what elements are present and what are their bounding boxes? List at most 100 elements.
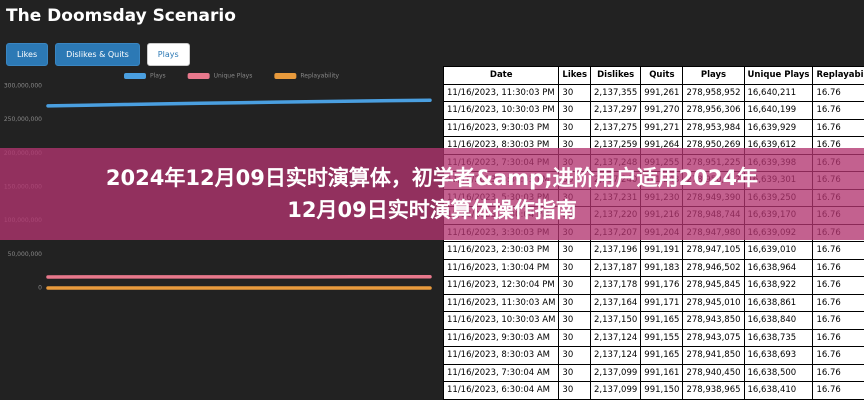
y-tick-label: 250,000,000 [4,116,42,123]
dashboard-title: The Doomsday Scenario [6,6,236,26]
table-cell: 991,271 [640,118,684,137]
table-cell: 16,639,010 [743,241,814,260]
table-row: 11/16/2023, 11:30:03 PM 30 2,137,355 991,26… [442,83,864,102]
table-row: 11/16/2023, 1:30:04 PM 30 2,137,187 991,183… [442,258,864,277]
table-cell: 16.76 [812,276,864,295]
legend-swatch [187,73,210,79]
table-cell: 16,638,693 [743,346,814,365]
table-cell: 2,137,124 [590,328,642,347]
legend-swatch [124,73,146,79]
table-cell: 278,941,850 [682,346,745,365]
table-cell: 991,165 [640,311,684,330]
legend-swatch [274,73,297,79]
column-header: Likes [558,66,592,85]
legend-label: Plays [150,73,166,80]
table-row: 11/16/2023, 8:30:03 AM 30 2,137,124 991,165… [442,346,864,365]
table-cell: 278,956,306 [682,101,745,120]
table-cell: 30 [558,328,592,347]
table-cell: 16,640,211 [743,83,814,102]
table-cell: 16,638,861 [743,293,814,312]
table-cell: 2,137,099 [590,381,642,400]
data-line [46,98,432,108]
table-cell: 16.76 [812,293,864,312]
table-cell: 30 [558,276,592,295]
table-cell: 2,137,164 [590,293,642,312]
table-cell: 278,943,075 [682,328,745,347]
table-row: 11/16/2023, 12:30:04 PM 30 2,137,178 991,17… [442,276,864,295]
table-cell: 16,638,840 [743,311,814,330]
table-cell: 11/16/2023, 8:30:03 AM [442,346,560,365]
table-row: 11/16/2023, 10:30:03 AM 30 2,137,150 991,16… [442,311,864,330]
table-cell: 11/16/2023, 12:30:04 PM [442,276,560,295]
table-row: 11/16/2023, 11:30:03 AM 30 2,137,164 991,17… [442,293,864,312]
table-cell: 16.76 [812,346,864,365]
table-cell: 30 [558,363,592,382]
table-cell: 16.76 [812,311,864,330]
column-header: Unique Plays [743,66,814,85]
table-cell: 278,938,965 [682,381,745,400]
table-cell: 30 [558,118,592,137]
table-cell: 2,137,150 [590,311,642,330]
table-cell: 278,945,010 [682,293,745,312]
tab-button[interactable]: Likes [6,43,49,66]
table-cell: 16.76 [812,328,864,347]
table-cell: 16.76 [812,363,864,382]
table-cell: 16.76 [812,381,864,400]
table-cell: 991,150 [640,381,684,400]
table-cell: 30 [558,83,592,102]
table-row: 11/16/2023, 2:30:03 PM 30 2,137,196 991,191… [442,241,864,260]
table-cell: 2,137,178 [590,276,642,295]
table-cell: 16,640,199 [743,101,814,120]
table-cell: 16,638,964 [743,258,814,277]
table-cell: 16,638,500 [743,363,814,382]
column-header: Dislikes [590,66,642,85]
table-cell: 30 [558,311,592,330]
table-cell: 16,638,735 [743,328,814,347]
table-cell: 278,947,105 [682,241,745,260]
table-row: 11/16/2023, 9:30:03 AM 30 2,137,124 991,155… [442,328,864,347]
table-cell: 11/16/2023, 9:30:03 PM [442,118,560,137]
column-header: Replayability [812,66,864,85]
legend-label: Unique Plays [214,73,253,80]
table-cell: 278,945,845 [682,276,745,295]
table-cell: 991,171 [640,293,684,312]
table-cell: 11/16/2023, 11:30:03 AM [442,293,560,312]
table-row: 11/16/2023, 9:30:03 PM 30 2,137,275 991,271… [442,118,864,137]
tab-bar: Likes Dislikes & Quits Plays [6,43,190,66]
table-cell: 991,270 [640,101,684,120]
table-cell: 11/16/2023, 10:30:03 AM [442,311,560,330]
tab-button[interactable]: Dislikes & Quits [55,43,140,66]
banner-text: 2024年12月09日实时演算体，初学者&amp;进阶用户适用2024年12月0… [105,166,759,222]
table-cell: 2,137,355 [590,83,642,102]
table-cell: 30 [558,381,592,400]
table-row: 11/16/2023, 10:30:03 PM 30 2,137,297 991,27… [442,101,864,120]
table-cell: 30 [558,258,592,277]
table-cell: 2,137,196 [590,241,642,260]
legend-label: Replayability [300,73,339,80]
table-cell: 991,183 [640,258,684,277]
table-cell: 991,165 [640,346,684,365]
table-cell: 16.76 [812,258,864,277]
table-cell: 11/16/2023, 6:30:04 AM [442,381,560,400]
tab-button[interactable]: Plays [146,43,190,66]
table-cell: 991,261 [640,83,684,102]
table-cell: 2,137,124 [590,346,642,365]
table-body: 11/16/2023, 11:30:03 PM 30 2,137,355 991,26… [442,83,864,400]
table-row: 11/16/2023, 6:30:04 AM 30 2,137,099 991,150… [442,381,864,400]
table-cell: 30 [558,293,592,312]
table-cell: 30 [558,241,592,260]
table-cell: 278,958,952 [682,83,745,102]
table-cell: 278,940,450 [682,363,745,382]
table-cell: 16,638,410 [743,381,814,400]
table-cell: 991,191 [640,241,684,260]
table-cell: 16,638,922 [743,276,814,295]
table-cell: 2,137,275 [590,118,642,137]
table-cell: 11/16/2023, 7:30:04 AM [442,363,560,382]
table-cell: 991,155 [640,328,684,347]
table-cell: 16.76 [812,83,864,102]
column-header: Date [442,66,560,85]
table-cell: 30 [558,101,592,120]
table-cell: 278,946,502 [682,258,745,277]
header-row: Date Likes Dislikes Quits Plays Unique Plays R… [442,66,864,85]
